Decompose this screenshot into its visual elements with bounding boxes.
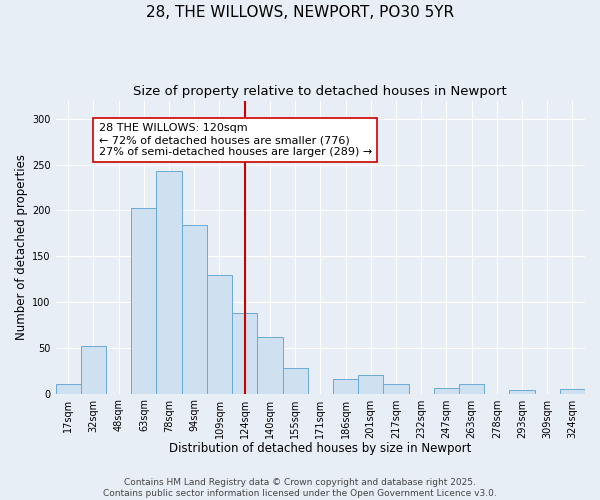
Bar (232, 313, 257, 394)
Bar (333, 379, 358, 394)
Title: Size of property relative to detached houses in Newport: Size of property relative to detached ho… (133, 85, 507, 98)
Bar (56, 384, 81, 394)
Bar (358, 376, 383, 394)
Bar (157, 171, 182, 394)
Bar (560, 389, 585, 394)
Text: 28, THE WILLOWS, NEWPORT, PO30 5YR: 28, THE WILLOWS, NEWPORT, PO30 5YR (146, 5, 454, 20)
Bar (383, 384, 409, 394)
Bar (207, 276, 232, 394)
Text: 28 THE WILLOWS: 120sqm
← 72% of detached houses are smaller (776)
27% of semi-de: 28 THE WILLOWS: 120sqm ← 72% of detached… (98, 124, 372, 156)
Y-axis label: Number of detached properties: Number of detached properties (15, 154, 28, 340)
Bar (434, 388, 459, 394)
Bar (509, 390, 535, 394)
Bar (81, 346, 106, 394)
Bar (459, 384, 484, 394)
Bar (182, 225, 207, 394)
Bar (257, 337, 283, 394)
Bar (131, 208, 157, 394)
Bar (283, 368, 308, 394)
X-axis label: Distribution of detached houses by size in Newport: Distribution of detached houses by size … (169, 442, 472, 455)
Text: Contains HM Land Registry data © Crown copyright and database right 2025.
Contai: Contains HM Land Registry data © Crown c… (103, 478, 497, 498)
